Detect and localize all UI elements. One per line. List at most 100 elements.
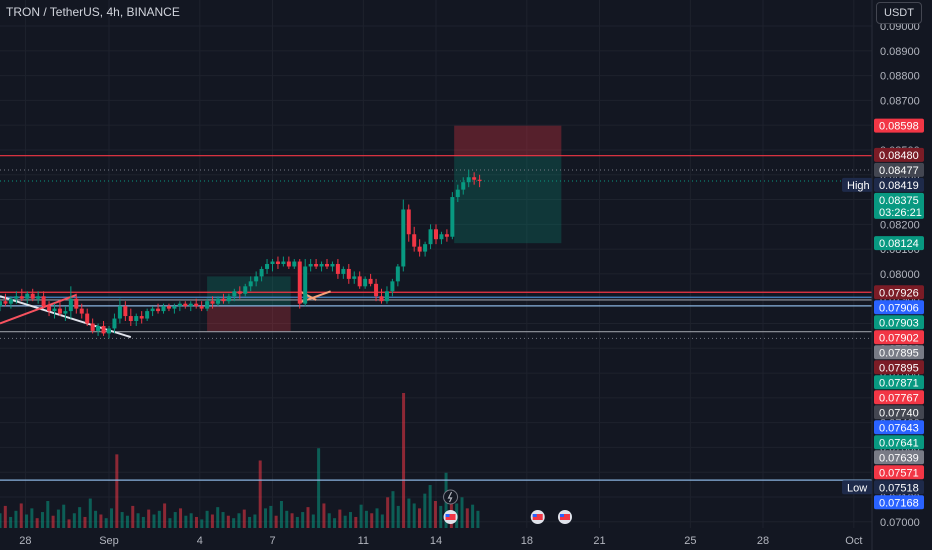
time-axis[interactable]: 28 Sep 4 7 11 14 18 21 25 28 Oct — [19, 535, 862, 547]
candle-body — [101, 325, 106, 334]
x-tick-label: 7 — [269, 535, 275, 547]
candle-body — [166, 306, 171, 309]
volume-bar — [322, 503, 326, 528]
price-tag-label: 0.08598 — [879, 121, 919, 133]
candle-body — [177, 303, 182, 307]
tag-prefix-label: High — [847, 180, 870, 192]
volume-bar — [237, 513, 241, 528]
volume-bar — [407, 498, 411, 528]
volume-bar — [0, 513, 2, 528]
candle-body — [395, 266, 400, 282]
y-tick-label: 0.08700 — [880, 95, 920, 107]
volume-bar — [380, 514, 384, 528]
volume-bar — [67, 519, 71, 528]
candle-body — [8, 298, 13, 304]
event-icons[interactable] — [443, 489, 572, 524]
volume-bar — [179, 508, 183, 528]
x-tick-label: Sep — [99, 535, 119, 547]
volume-bar — [264, 508, 268, 528]
candle-body — [352, 276, 357, 279]
candle-body — [466, 177, 471, 183]
volume-bar — [163, 503, 167, 528]
volume-bar — [402, 393, 406, 528]
volume-bar — [62, 504, 66, 528]
volume-bar — [317, 448, 321, 528]
volume-bar — [40, 512, 44, 528]
price-tag-label: 0.07767 — [879, 392, 919, 404]
long-loss-zone — [207, 305, 291, 332]
trend-line-red[interactable] — [0, 294, 77, 325]
candle-body — [194, 303, 199, 307]
candle-body — [357, 276, 362, 287]
y-tick-label: 0.09000 — [880, 21, 920, 33]
candle-body — [96, 325, 101, 331]
price-tag: 0.08477 — [874, 162, 924, 177]
volume-bar — [370, 513, 374, 528]
volume-bar — [115, 454, 119, 528]
volume-bar — [25, 514, 29, 528]
candle-body — [183, 303, 188, 307]
x-tick-label: 4 — [197, 535, 203, 547]
y-tick-label: 0.08800 — [880, 71, 920, 83]
volume-bar — [194, 516, 198, 528]
volume-bars — [0, 393, 480, 528]
candle-body — [303, 266, 308, 304]
candle-body — [406, 209, 411, 235]
x-tick-label: 18 — [521, 535, 533, 547]
candle-body — [19, 296, 24, 299]
volume-bar — [94, 510, 98, 528]
candle-body — [281, 261, 286, 264]
volume-bar — [391, 491, 395, 528]
candle-body — [90, 323, 95, 331]
volume-bar — [311, 514, 315, 528]
candle-body — [172, 306, 177, 309]
candle-body — [52, 308, 57, 312]
us-flag-event-icon[interactable] — [443, 510, 458, 524]
volume-bar — [221, 512, 225, 528]
lightning-event-icon[interactable] — [443, 489, 459, 505]
volume-bar — [152, 514, 156, 528]
volume-bar — [189, 513, 193, 528]
us-flag-event-icon[interactable] — [557, 510, 572, 524]
volume-bar — [428, 485, 432, 528]
candle-body — [161, 306, 166, 312]
candle-body — [41, 296, 46, 307]
price-tag: 0.07767 — [874, 390, 924, 405]
volume-bar — [301, 512, 305, 528]
candle-body — [199, 306, 204, 309]
volume-bar — [333, 518, 337, 528]
candle-body — [47, 306, 52, 312]
price-tag: 0.07902 — [874, 330, 924, 345]
price-tag: 0.08598 — [874, 118, 924, 133]
currency-button[interactable]: USDT — [876, 2, 922, 24]
candle-body — [156, 308, 161, 312]
price-tag-label: 0.07895 — [879, 362, 919, 374]
candle-body — [314, 264, 319, 267]
price-tag-label: 0.07518 — [879, 482, 919, 494]
candle-body — [374, 283, 379, 297]
candle-body — [325, 264, 329, 267]
candle-body — [379, 296, 384, 302]
candle-body — [461, 182, 466, 190]
candle-body — [30, 293, 35, 299]
candle-body — [63, 311, 68, 314]
volume-bar — [56, 509, 60, 528]
candle-body — [412, 234, 417, 247]
volume-bar — [136, 513, 140, 528]
us-flag-event-icon[interactable] — [530, 510, 545, 524]
tag-prefix-bg — [842, 480, 872, 495]
price-tag-label: 0.07571 — [879, 467, 919, 479]
candle-body — [286, 261, 291, 267]
candle-body — [450, 197, 455, 237]
x-tick-label: 28 — [19, 535, 31, 547]
volume-bar — [216, 507, 220, 528]
volume-bar — [285, 510, 289, 528]
volume-bar — [14, 510, 18, 528]
price-tag-label: 0.07641 — [879, 437, 919, 449]
trend-line-orange-2[interactable] — [299, 290, 317, 301]
candle-body — [36, 296, 41, 299]
price-tags: 0.085980.084800.084770.08419High0.083750… — [842, 118, 924, 510]
candle-body — [117, 306, 122, 319]
candle-body — [275, 261, 280, 264]
